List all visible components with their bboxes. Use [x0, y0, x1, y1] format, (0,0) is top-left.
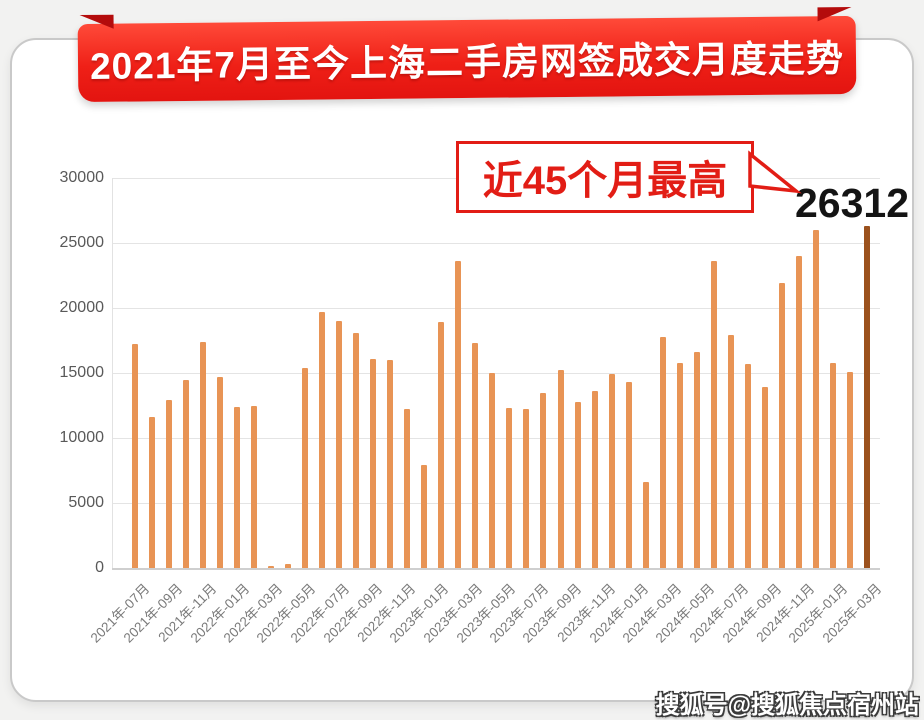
y-axis-tick-label: 0 — [95, 559, 104, 576]
bar-2022-12 — [404, 409, 411, 568]
bar-2023-07 — [523, 409, 530, 568]
bar-2022-10 — [370, 358, 377, 568]
bar-2022-02 — [251, 405, 258, 568]
bar-2023-12 — [608, 374, 615, 568]
y-axis-line — [112, 178, 113, 568]
bar-2023-03 — [455, 261, 462, 568]
bar-2023-08 — [540, 392, 547, 568]
bar-2024-05 — [693, 352, 700, 568]
y-axis-tick-label: 5000 — [68, 494, 104, 511]
annotation-box: 近45个月最高 — [456, 141, 754, 213]
bar-2024-08 — [744, 363, 751, 568]
bar-2022-05 — [285, 564, 292, 568]
gridline-10000 — [112, 438, 880, 439]
bar-2023-10 — [574, 401, 581, 568]
watermark: 搜狐号@搜狐焦点宿州站 — [655, 692, 919, 719]
bar-2024-12 — [812, 230, 819, 568]
bar-2023-02 — [438, 322, 445, 568]
bar-2022-01 — [234, 406, 241, 568]
gridline-0 — [112, 568, 880, 570]
bar-2024-09 — [761, 387, 768, 568]
annotation-label: 近45个月最高 — [482, 159, 728, 203]
bar-2023-01 — [421, 465, 428, 568]
bar-2024-04 — [676, 362, 683, 568]
annotation-callout-arrow — [748, 150, 802, 194]
y-axis-tick-label: 25000 — [59, 234, 105, 251]
bar-2024-02 — [642, 482, 649, 568]
gridline-15000 — [112, 373, 880, 374]
bar-2024-11 — [795, 256, 802, 568]
bar-2025-01 — [829, 362, 836, 568]
bar-2022-06 — [302, 367, 309, 568]
gridline-5000 — [112, 503, 880, 504]
y-axis-tick-label: 15000 — [59, 364, 105, 381]
bar-2024-01 — [625, 382, 632, 568]
bar-2021-10 — [183, 379, 190, 568]
chart-title: 2021年7月至今上海二手房网签成交月度走势 — [89, 38, 845, 87]
gridline-25000 — [112, 243, 880, 244]
bar-2021-07 — [132, 344, 138, 568]
bar-2024-06 — [710, 261, 717, 568]
chart-title-banner: 2021年7月至今上海二手房网签成交月度走势 — [77, 15, 857, 103]
bar-2021-08 — [149, 417, 156, 568]
bar-2023-05 — [489, 373, 496, 568]
bar-2023-06 — [506, 408, 513, 568]
gridline-20000 — [112, 308, 880, 309]
bar-2023-09 — [557, 370, 564, 568]
bar-2022-07 — [319, 311, 326, 568]
max-value-label: 26312 — [795, 180, 910, 226]
bar-2025-03 — [863, 225, 870, 568]
bar-2024-07 — [727, 335, 734, 568]
bar-2022-09 — [353, 332, 360, 568]
bar-2022-08 — [336, 321, 343, 568]
y-axis-tick-label: 20000 — [59, 299, 105, 316]
bar-2021-09 — [166, 400, 173, 568]
bar-2023-04 — [472, 343, 479, 568]
bar-2023-11 — [591, 391, 598, 568]
y-axis-tick-label: 30000 — [59, 169, 105, 186]
y-axis-tick-label: 10000 — [59, 429, 105, 446]
bar-2024-03 — [659, 336, 666, 568]
bar-2022-03 — [268, 566, 275, 568]
bar-2021-12 — [217, 376, 224, 568]
bar-2021-11 — [200, 341, 207, 568]
bar-2025-02 — [846, 371, 853, 568]
bar-2024-10 — [778, 283, 785, 568]
bar-2022-11 — [387, 360, 394, 568]
